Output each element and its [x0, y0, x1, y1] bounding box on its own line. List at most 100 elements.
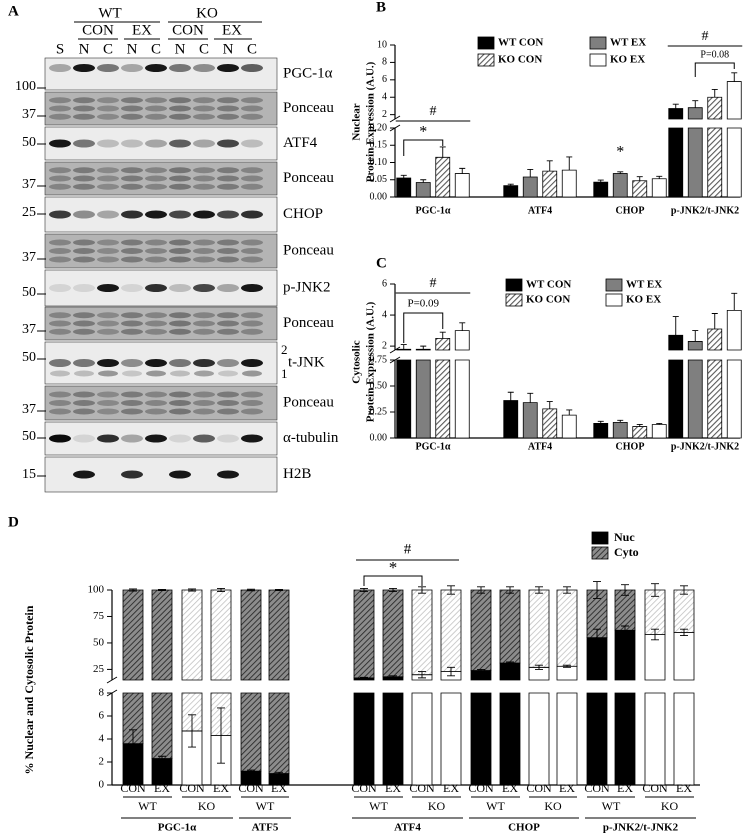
x-tick-label: ATF4 [528, 205, 552, 216]
genotype-label: KO [544, 799, 562, 813]
blot-band [217, 105, 239, 112]
error-bar [507, 391, 514, 401]
blot-band [121, 113, 143, 120]
y-axis-title: Nuclear [351, 103, 363, 140]
blot-band [169, 256, 191, 263]
y-tick-label: 4 [382, 92, 387, 103]
mw-label: 37 [22, 177, 36, 192]
legend-swatch [505, 278, 523, 292]
error-bar [566, 409, 573, 416]
y-tick-label: 6 [382, 278, 387, 289]
annotation-bracket [403, 139, 444, 156]
blot-band [193, 408, 215, 415]
axis-break [389, 356, 401, 364]
bar-segment [614, 589, 636, 631]
bar-segment [673, 589, 695, 633]
blot-band [145, 391, 167, 398]
blot-band [145, 256, 167, 263]
blot-band [218, 370, 238, 377]
panel-letter: D [8, 514, 19, 530]
x-tick-label: EX [617, 781, 633, 795]
blot-band [121, 320, 143, 327]
error-bar [593, 581, 601, 599]
blot-band [50, 370, 70, 377]
legend-label: KO EX [610, 54, 645, 66]
x-tick-label: CON [468, 781, 494, 795]
y-axis-title: Cytosolic [351, 340, 363, 384]
error-bar [400, 344, 407, 350]
x-tick-label: PGC-1α [415, 441, 450, 452]
error-bar [680, 585, 688, 595]
error-bar [477, 668, 485, 672]
error-bar [636, 424, 643, 427]
annotation-bracket [403, 312, 444, 343]
blot-band [49, 284, 71, 292]
blot-band [49, 239, 71, 246]
blot-band [145, 105, 167, 112]
bar-segment [586, 589, 608, 639]
blot-band [121, 97, 143, 104]
bar [632, 180, 648, 198]
row-label: α-tubulin [283, 430, 339, 446]
bar-segment [382, 589, 404, 678]
blot-band [73, 113, 95, 120]
row-label: ATF4 [283, 135, 318, 151]
blot-band [193, 210, 215, 219]
legend-label: WT CON [526, 279, 571, 291]
blot-band [193, 328, 215, 335]
x-tick-label: EX [443, 781, 459, 795]
blot-band [73, 391, 95, 398]
bar-segment [411, 589, 433, 676]
blot-band [169, 470, 191, 479]
blot-band [217, 284, 239, 292]
error-bar [731, 292, 738, 311]
error-bar [459, 167, 466, 174]
blot-band [241, 210, 263, 219]
error-bar [275, 589, 283, 591]
blot-band [169, 239, 191, 246]
annotation: # [404, 541, 412, 557]
error-bar [389, 675, 397, 679]
bar [632, 426, 648, 439]
blot-band [241, 183, 263, 190]
genotype-label: KO [661, 799, 679, 813]
blot-band [241, 139, 263, 148]
error-bar [563, 586, 571, 594]
blot-band [73, 139, 95, 148]
blot-band [145, 167, 167, 174]
blot-band [169, 320, 191, 327]
error-bar [527, 168, 534, 177]
axis-break [389, 115, 401, 123]
blot-band [217, 391, 239, 398]
bar [396, 177, 412, 198]
annotation: * [419, 124, 427, 141]
blot-band [145, 183, 167, 190]
blot-band [121, 312, 143, 319]
blot-band [169, 391, 191, 398]
blot-band [97, 312, 119, 319]
annotation: # [702, 29, 709, 44]
y-axis-title: % Nuclear and Cytosolic Protein [22, 605, 36, 774]
bar [707, 328, 723, 439]
blot-band [98, 370, 118, 377]
blot-band [49, 175, 71, 182]
blot-band [169, 359, 191, 367]
isoform-label: 1 [281, 366, 288, 381]
bar [415, 348, 431, 439]
blot-band [193, 312, 215, 319]
blot-band [169, 400, 191, 406]
error-bar [656, 175, 663, 179]
y-tick-label: 6 [382, 74, 387, 85]
blot-band [73, 248, 95, 254]
blot [44, 306, 278, 341]
legend-label: WT EX [610, 37, 646, 49]
blot-band [193, 248, 215, 254]
blot-band [97, 391, 119, 398]
blot-band [241, 239, 263, 246]
error-bar [439, 146, 446, 158]
x-tick-label: PGC-1α [415, 205, 450, 216]
blot-band [241, 312, 263, 319]
blot [44, 385, 278, 421]
group-label: p-JNK2/t-JNK2 [603, 822, 679, 834]
blot-band [169, 248, 191, 254]
